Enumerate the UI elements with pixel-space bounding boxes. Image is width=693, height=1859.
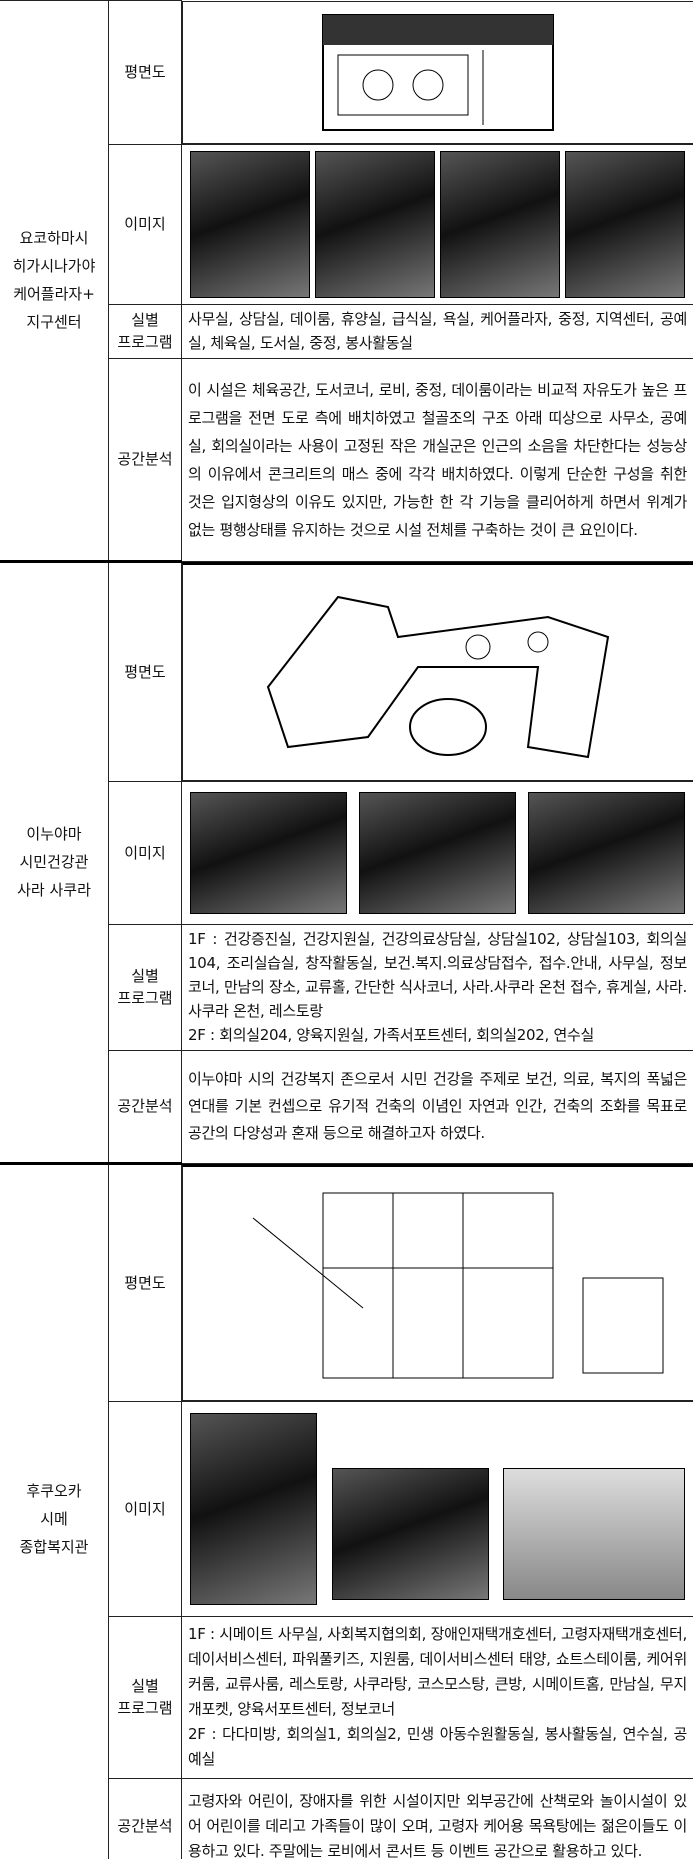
- row-label: 이미지: [108, 780, 182, 925]
- plan-cell: [182, 561, 693, 781]
- photo: [331, 1467, 489, 1600]
- floor-plan: [266, 595, 610, 759]
- label-line: 실별: [131, 967, 159, 985]
- program-text: 1F : 건강증진실, 건강지원실, 건강의료상담실, 상담실102, 상담실1…: [181, 923, 693, 1051]
- program-text: 1F : 시메이트 사무실, 사회복지협의회, 장애인재택개호센터, 고령자재택…: [181, 1615, 693, 1779]
- name-line: 시메: [40, 1510, 68, 1528]
- analysis-text: 이누야마 시의 건강복지 존으로서 시민 건강을 주제로 보건, 의료, 복지의…: [181, 1049, 693, 1164]
- label-line: 프로그램: [117, 333, 173, 351]
- paragraph: 1F : 시메이트 사무실, 사회복지협의회, 장애인재택개호센터, 고령자재택…: [188, 1625, 688, 1718]
- floor-plan: [252, 1192, 664, 1379]
- row-label: 공간분석: [108, 1049, 182, 1164]
- paragraph: 사무실, 상담실, 데이룸, 휴양실, 급식실, 욕실, 케어플라자, 중정, …: [188, 310, 687, 352]
- paragraph: 이 시설은 체육공간, 도서코너, 로비, 중정, 데이룸이라는 비교적 자유도…: [188, 380, 687, 539]
- program-text: 사무실, 상담실, 데이룸, 휴양실, 급식실, 욕실, 케어플라자, 중정, …: [181, 303, 693, 359]
- name-line: 이누야마: [26, 825, 82, 843]
- photo: [359, 791, 516, 914]
- plan-cell: [182, 1163, 693, 1401]
- name-line: 지구센터: [26, 313, 82, 332]
- photo: [190, 1412, 317, 1605]
- label-line: 프로그램: [117, 989, 173, 1007]
- row-label: 이미지: [108, 143, 182, 305]
- photo: [440, 150, 560, 298]
- name-line: 후쿠오카: [26, 1482, 82, 1500]
- floor-plan: [322, 13, 554, 131]
- image-cell: [181, 1400, 693, 1617]
- row-label: 공간분석: [108, 357, 182, 562]
- label-line: 실별: [131, 1677, 159, 1695]
- name-line: 요코하마시: [19, 229, 89, 248]
- analysis-text: 이 시설은 체육공간, 도서코너, 로비, 중정, 데이룸이라는 비교적 자유도…: [181, 357, 693, 562]
- photo: [190, 791, 347, 914]
- photo: [190, 150, 310, 298]
- photo: [528, 791, 685, 914]
- row-label: 공간분석: [108, 1777, 182, 1859]
- row-label: 평면도: [108, 0, 182, 145]
- facility-name: 후쿠오카 시메 종합복지관: [0, 1161, 109, 1859]
- name-line: 시민건강관: [19, 853, 89, 871]
- photo: [315, 150, 435, 298]
- photo: [565, 150, 685, 298]
- facility-name: 이누야마 시민건강관 사라 사쿠라: [0, 559, 109, 1164]
- row-label: 평면도: [108, 559, 182, 782]
- paragraph: 이누야마 시의 건강복지 존으로서 시민 건강을 주제로 보건, 의료, 복지의…: [188, 1070, 687, 1142]
- analysis-text: 고령자와 어린이, 장애자를 위한 시설이지만 외부공간에 산책로와 놀이시설이…: [181, 1777, 693, 1859]
- row-label: 평면도: [108, 1161, 182, 1402]
- name-line: 사라 사쿠라: [17, 881, 91, 899]
- paragraph: 2F : 회의실204, 양육지원실, 가족서포트센터, 회의실202, 연수실: [188, 1026, 594, 1044]
- label-line: 프로그램: [117, 1699, 173, 1717]
- name-line: 히가시나가야: [12, 257, 96, 276]
- name-line: 케어플라자+: [13, 285, 95, 304]
- paragraph: 2F : 다다미방, 회의실1, 회의실2, 민생 아동수원활동실, 봉사활동실…: [188, 1725, 687, 1768]
- name-line: 종합복지관: [19, 1538, 89, 1556]
- label-line: 실별: [131, 311, 159, 329]
- paragraph: 1F : 건강증진실, 건강지원실, 건강의료상담실, 상담실102, 상담실1…: [188, 930, 687, 1020]
- image-cell: [181, 780, 693, 925]
- plan-cell: [182, 0, 693, 144]
- row-label: 이미지: [108, 1400, 182, 1617]
- facility-name: 요코하마시 히가시나가야 케어플라자+ 지구센터: [0, 0, 109, 562]
- image-cell: [181, 143, 693, 305]
- photo: [503, 1467, 685, 1600]
- paragraph: 고령자와 어린이, 장애자를 위한 시설이지만 외부공간에 산책로와 놀이시설이…: [188, 1791, 687, 1859]
